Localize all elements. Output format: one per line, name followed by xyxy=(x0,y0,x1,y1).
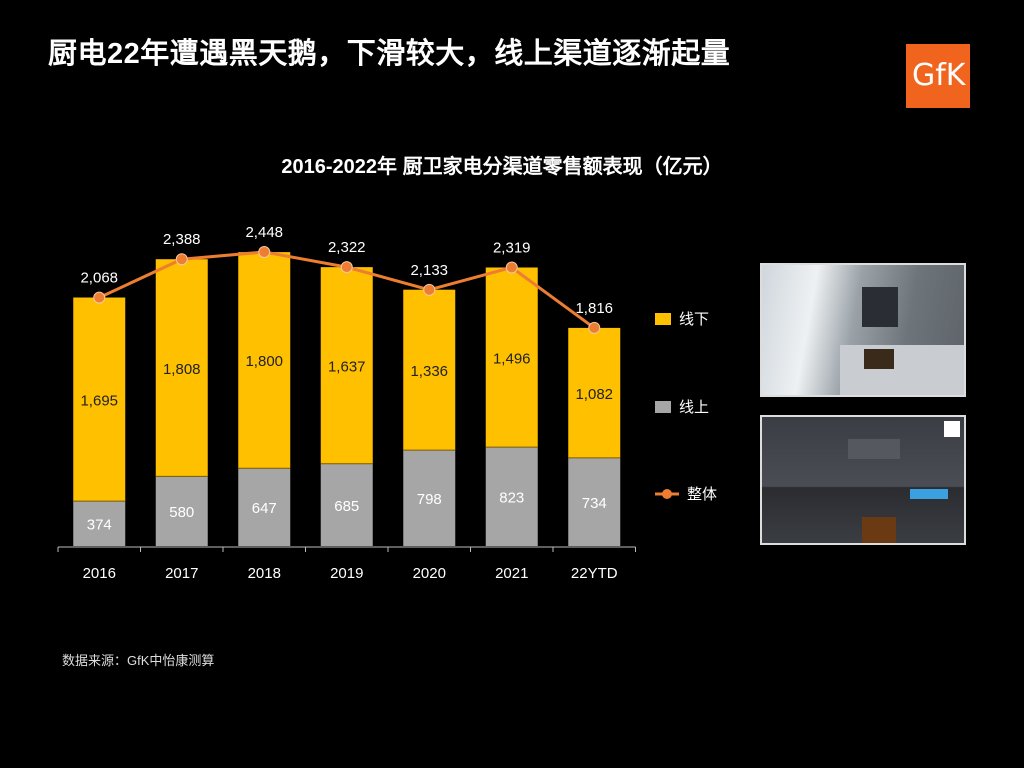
online-value-label: 374 xyxy=(87,517,112,534)
slide-title: 厨电22年遭遇黑天鹅，下滑较大，线上渠道逐渐起量 xyxy=(48,38,731,70)
x-tick-label: 22YTD xyxy=(571,565,618,582)
total-value-label: 1,816 xyxy=(575,300,613,317)
legend-online: 线上 xyxy=(655,396,709,417)
legend-swatch-offline xyxy=(655,312,671,325)
bar-offline xyxy=(155,259,208,477)
legend-total: 整体 xyxy=(655,483,717,504)
offline-value-label: 1,800 xyxy=(245,353,283,370)
offline-value-label: 1,637 xyxy=(328,358,366,375)
bar-online xyxy=(403,450,456,546)
bar-offline xyxy=(238,252,291,469)
total-value-label: 2,322 xyxy=(328,239,366,256)
offline-value-label: 1,082 xyxy=(575,386,613,403)
online-value-label: 798 xyxy=(417,491,442,508)
x-tick-label: 2018 xyxy=(248,565,281,582)
bar-online xyxy=(73,501,126,546)
data-source-footer: 数据来源：GfK中怡康测算 xyxy=(62,653,215,668)
bar-offline xyxy=(485,267,538,448)
bar-offline xyxy=(403,289,456,451)
chart-title: 2016-2022年 厨卫家电分渠道零售额表现（亿元） xyxy=(281,156,723,178)
legend-offline: 线下 xyxy=(655,308,709,329)
legend-swatch-online xyxy=(655,400,671,413)
bar-online xyxy=(155,476,208,546)
x-tick-label: 2017 xyxy=(165,565,198,582)
offline-value-label: 1,336 xyxy=(410,363,448,380)
online-value-label: 734 xyxy=(582,495,607,512)
online-value-label: 685 xyxy=(334,498,359,515)
total-point xyxy=(588,321,601,334)
total-value-label: 2,068 xyxy=(80,270,118,287)
legend-line-marker-icon xyxy=(655,488,679,499)
total-value-label: 2,388 xyxy=(163,231,201,248)
bar-online xyxy=(320,463,373,546)
legend-label-total: 整体 xyxy=(687,486,718,503)
total-point xyxy=(175,253,188,266)
legend-label-online: 线上 xyxy=(679,399,710,416)
total-value-label: 2,133 xyxy=(410,262,448,279)
total-point xyxy=(505,261,518,274)
legend-label-offline: 线下 xyxy=(679,311,710,328)
bar-online xyxy=(485,447,538,546)
bar-online xyxy=(568,457,621,546)
online-value-label: 647 xyxy=(252,500,277,517)
total-point xyxy=(258,246,271,258)
bar-offline xyxy=(73,297,126,502)
x-tick-label: 2020 xyxy=(413,565,446,582)
offline-value-label: 1,496 xyxy=(493,350,531,367)
x-tick-label: 2016 xyxy=(83,565,116,582)
gfk-logo: GfK xyxy=(906,44,970,108)
bar-offline xyxy=(320,267,373,464)
total-value-label: 2,448 xyxy=(245,224,283,241)
total-value-label: 2,319 xyxy=(493,239,531,256)
offline-value-label: 1,695 xyxy=(80,392,118,409)
total-point xyxy=(93,291,106,304)
x-tick-label: 2021 xyxy=(495,565,528,582)
kitchen-photo-1 xyxy=(760,263,966,397)
bar-online xyxy=(238,468,291,546)
offline-value-label: 1,808 xyxy=(163,361,201,378)
x-tick-label: 2019 xyxy=(330,565,363,582)
total-point xyxy=(423,283,436,296)
online-value-label: 580 xyxy=(169,504,194,521)
online-value-label: 823 xyxy=(499,490,524,507)
bar-offline xyxy=(568,327,621,458)
kitchen-photo-2 xyxy=(760,415,966,545)
total-point xyxy=(340,261,353,274)
